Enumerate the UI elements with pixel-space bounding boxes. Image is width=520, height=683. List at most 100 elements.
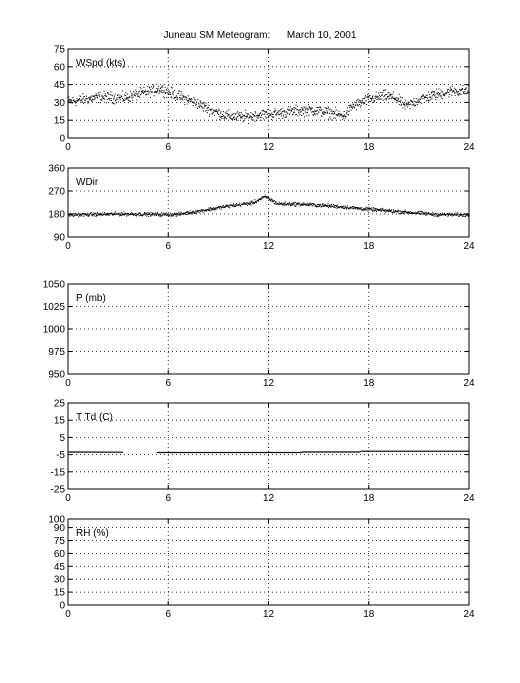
data-point	[397, 210, 398, 212]
data-point	[283, 203, 284, 205]
data-point	[382, 99, 384, 101]
data-point	[101, 214, 103, 216]
data-point	[396, 101, 398, 103]
data-point	[338, 113, 340, 114]
data-point	[120, 214, 122, 216]
data-point	[104, 95, 106, 96]
data-point	[286, 112, 288, 114]
data-point	[453, 90, 455, 92]
data-point	[429, 94, 431, 95]
data-point	[341, 116, 343, 118]
data-point	[218, 114, 219, 115]
data-point	[385, 98, 387, 99]
data-point	[126, 215, 128, 217]
data-point	[190, 98, 191, 100]
data-point	[194, 98, 196, 100]
data-point	[218, 208, 220, 210]
data-point	[395, 97, 397, 99]
data-point	[273, 111, 275, 113]
data-point	[420, 211, 422, 213]
data-point	[150, 97, 151, 99]
data-point	[430, 97, 432, 99]
data-point	[357, 104, 359, 106]
data-point	[250, 201, 252, 203]
data-point	[384, 94, 386, 96]
data-point	[261, 117, 263, 119]
data-point	[96, 213, 98, 215]
data-point	[173, 212, 175, 214]
data-point	[448, 94, 450, 95]
data-point	[321, 109, 323, 111]
data-point	[225, 117, 226, 119]
data-point	[186, 211, 188, 213]
data-point	[423, 98, 425, 100]
data-point	[129, 101, 131, 103]
data-point	[216, 110, 218, 112]
data-point	[300, 204, 302, 206]
data-point	[326, 108, 327, 109]
data-point	[347, 114, 349, 115]
data-point	[86, 214, 87, 216]
data-point	[237, 119, 239, 121]
data-point	[173, 213, 175, 215]
data-point	[260, 112, 262, 114]
data-point	[454, 92, 455, 94]
data-point	[224, 115, 226, 117]
data-point	[162, 86, 164, 88]
data-point	[437, 213, 439, 215]
data-point	[294, 202, 296, 204]
data-point	[160, 90, 162, 92]
data-point	[365, 208, 366, 210]
data-point	[118, 101, 119, 103]
data-point	[251, 118, 253, 120]
data-point	[183, 98, 185, 100]
data-point	[103, 97, 105, 99]
data-point	[97, 213, 99, 215]
y-tick-label: 100	[48, 515, 65, 526]
data-point	[417, 100, 419, 102]
data-point	[213, 207, 215, 209]
data-point	[261, 110, 263, 112]
data-point	[458, 93, 460, 95]
data-point	[85, 214, 87, 216]
data-point	[369, 97, 371, 99]
data-point	[107, 92, 109, 94]
data-point	[155, 91, 157, 93]
data-point	[274, 110, 276, 111]
data-point	[82, 213, 84, 215]
data-point	[438, 88, 440, 90]
data-point	[353, 105, 355, 107]
data-point	[157, 213, 159, 215]
data-point	[147, 211, 149, 213]
data-point	[178, 90, 180, 92]
data-point	[368, 209, 370, 211]
data-point	[150, 89, 152, 90]
data-point	[193, 213, 195, 215]
data-point	[206, 210, 208, 212]
data-point	[392, 93, 394, 95]
data-point	[76, 98, 78, 100]
data-point	[311, 111, 313, 113]
data-point	[223, 205, 225, 207]
data-point	[284, 111, 286, 113]
data-point	[141, 90, 143, 92]
data-point	[330, 113, 332, 115]
data-point	[277, 113, 279, 115]
data-point	[186, 97, 188, 99]
y-tick-label: 60	[54, 549, 66, 560]
data-point	[262, 197, 264, 199]
data-point	[189, 100, 191, 102]
data-point	[383, 90, 384, 92]
data-point	[309, 107, 311, 109]
data-point	[424, 213, 426, 215]
data-point	[388, 98, 390, 100]
data-point	[460, 214, 462, 216]
data-point	[165, 92, 167, 94]
data-point	[365, 95, 366, 97]
data-point	[240, 205, 242, 207]
data-point	[152, 214, 154, 216]
data-point	[195, 210, 197, 212]
data-point	[216, 208, 218, 210]
y-tick-label: 975	[48, 347, 65, 358]
